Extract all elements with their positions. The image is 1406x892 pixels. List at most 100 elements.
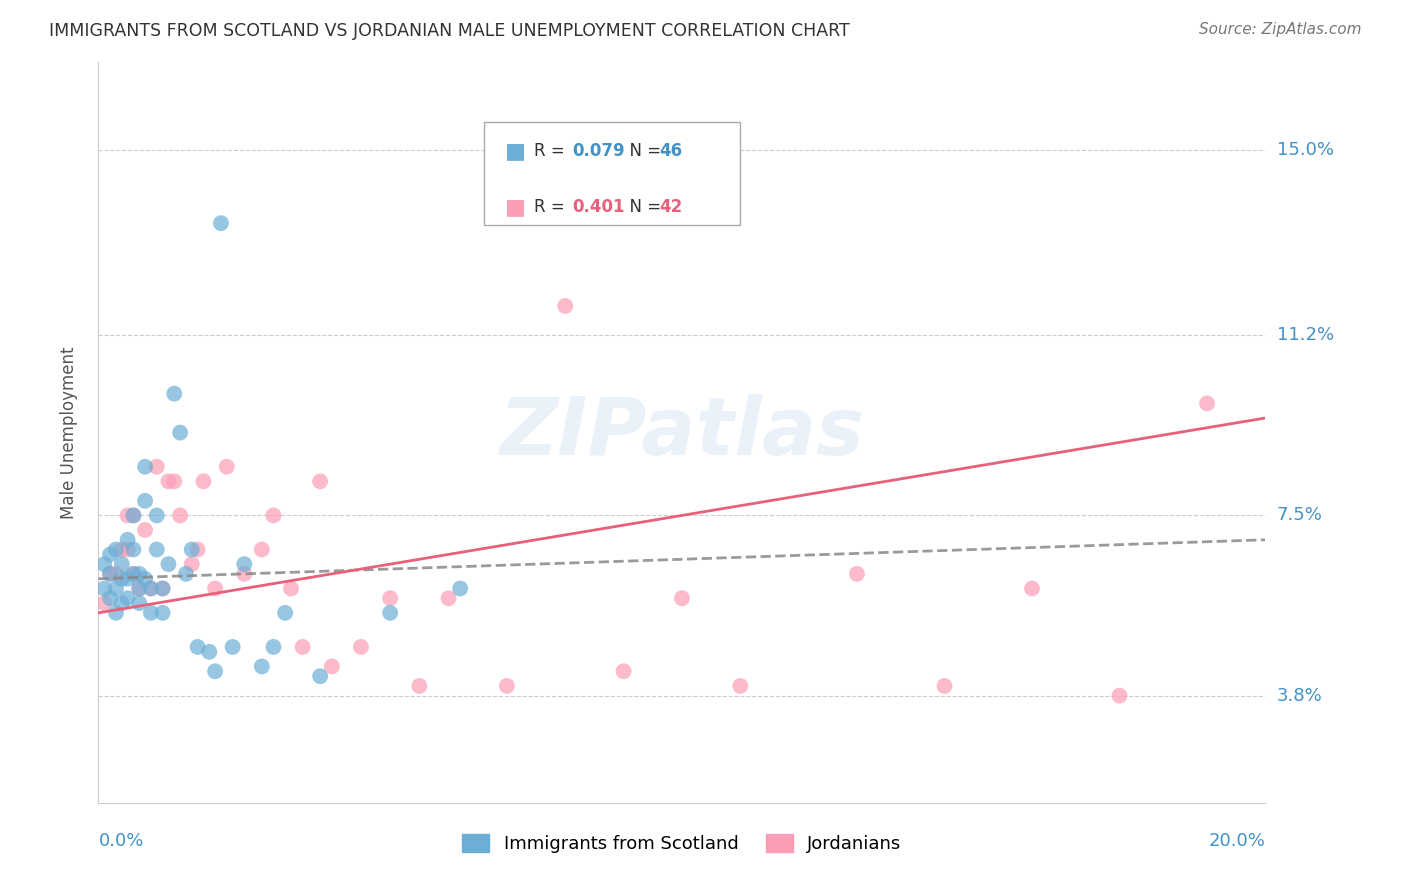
Point: [117, 508, 139, 523]
Text: N =: N =: [619, 198, 666, 216]
Point: [204, 582, 226, 596]
Point: [846, 566, 869, 581]
Point: [111, 557, 134, 571]
Point: [128, 582, 150, 596]
Point: [1195, 396, 1218, 410]
Point: [233, 566, 256, 581]
Point: [122, 566, 145, 581]
Point: [193, 475, 215, 489]
Point: [93, 596, 115, 610]
Point: [180, 557, 202, 571]
Text: R =: R =: [534, 143, 569, 161]
Point: [309, 669, 332, 683]
Point: [169, 425, 191, 440]
Text: N =: N =: [619, 143, 666, 161]
Point: [187, 640, 209, 654]
Text: 42: 42: [659, 198, 683, 216]
Point: [1021, 582, 1043, 596]
Point: [93, 582, 115, 596]
Point: [104, 542, 127, 557]
Point: [215, 459, 238, 474]
Text: 0.079: 0.079: [572, 143, 624, 161]
Text: 20.0%: 20.0%: [1209, 832, 1265, 850]
Point: [152, 606, 174, 620]
Point: [408, 679, 430, 693]
Text: IMMIGRANTS FROM SCOTLAND VS JORDANIAN MALE UNEMPLOYMENT CORRELATION CHART: IMMIGRANTS FROM SCOTLAND VS JORDANIAN MA…: [49, 22, 851, 40]
Point: [262, 640, 284, 654]
Point: [198, 645, 221, 659]
Point: [111, 542, 134, 557]
Point: [449, 582, 471, 596]
Y-axis label: Male Unemployment: Male Unemployment: [59, 346, 77, 519]
Point: [262, 508, 284, 523]
Text: 7.5%: 7.5%: [1277, 507, 1323, 524]
Point: [139, 582, 162, 596]
Point: [98, 548, 121, 562]
Point: [117, 533, 139, 547]
Point: [309, 475, 332, 489]
Point: [380, 591, 402, 606]
Point: [730, 679, 752, 693]
Point: [128, 582, 150, 596]
Point: [321, 659, 343, 673]
Point: [209, 216, 232, 230]
Point: [250, 659, 273, 673]
Point: [122, 542, 145, 557]
Point: [98, 591, 121, 606]
Point: [104, 606, 127, 620]
Point: [117, 542, 139, 557]
Text: ■: ■: [505, 141, 526, 161]
Point: [157, 557, 180, 571]
Point: [280, 582, 302, 596]
Point: [380, 606, 402, 620]
Text: 46: 46: [659, 143, 683, 161]
Point: [128, 596, 150, 610]
Text: 15.0%: 15.0%: [1277, 141, 1333, 159]
Point: [187, 542, 209, 557]
Point: [174, 566, 197, 581]
Point: [98, 566, 121, 581]
Point: [671, 591, 693, 606]
Point: [117, 572, 139, 586]
Point: [274, 606, 297, 620]
Text: Source: ZipAtlas.com: Source: ZipAtlas.com: [1198, 22, 1361, 37]
Point: [134, 572, 156, 586]
Legend: Immigrants from Scotland, Jordanians: Immigrants from Scotland, Jordanians: [456, 827, 908, 861]
Point: [180, 542, 202, 557]
Text: 3.8%: 3.8%: [1277, 687, 1322, 705]
Point: [934, 679, 956, 693]
Point: [117, 591, 139, 606]
Point: [122, 566, 145, 581]
Point: [612, 665, 634, 679]
Point: [146, 508, 169, 523]
Point: [233, 557, 256, 571]
FancyBboxPatch shape: [484, 121, 741, 226]
Point: [134, 493, 156, 508]
Point: [250, 542, 273, 557]
Text: 0.401: 0.401: [572, 198, 624, 216]
Point: [152, 582, 174, 596]
Point: [152, 582, 174, 596]
Point: [350, 640, 373, 654]
Point: [104, 566, 127, 581]
Point: [204, 665, 226, 679]
Point: [93, 557, 115, 571]
Point: [291, 640, 314, 654]
Point: [163, 475, 186, 489]
Text: ZIPatlas: ZIPatlas: [499, 393, 865, 472]
Point: [139, 582, 162, 596]
Point: [221, 640, 243, 654]
Text: 0.0%: 0.0%: [98, 832, 143, 850]
Point: [111, 596, 134, 610]
Point: [98, 566, 121, 581]
Point: [139, 606, 162, 620]
Point: [496, 679, 519, 693]
Text: 11.2%: 11.2%: [1277, 326, 1334, 344]
Point: [134, 459, 156, 474]
Point: [134, 523, 156, 537]
Point: [554, 299, 576, 313]
Text: R =: R =: [534, 198, 569, 216]
Point: [1108, 689, 1130, 703]
Point: [163, 386, 186, 401]
Point: [437, 591, 460, 606]
